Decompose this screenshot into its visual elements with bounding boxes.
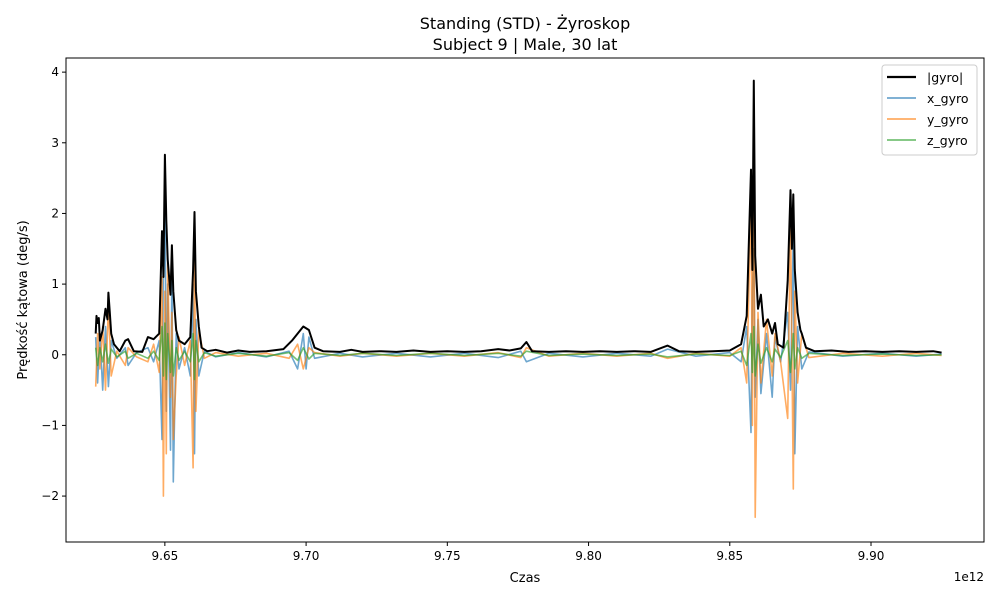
x-axis-ticks: 9.65 9.70 9.75 9.80 9.85 9.90 [152, 542, 885, 563]
x-tick-label: 9.85 [716, 549, 743, 563]
x-axis-offset-label: 1e12 [954, 570, 984, 584]
x-tick-label: 9.75 [434, 549, 461, 563]
y-tick-label: 4 [51, 65, 59, 79]
x-axis-label: Czas [510, 571, 541, 586]
series-line-z-gyro [94, 322, 942, 381]
x-tick-label: 9.70 [293, 549, 320, 563]
y-tick-label: −2 [41, 489, 59, 503]
x-tick-label: 9.90 [858, 549, 885, 563]
x-tick-label: 9.80 [575, 549, 602, 563]
series-line-x-gyro [94, 198, 942, 483]
y-tick-label: 2 [51, 206, 59, 220]
y-tick-label: 3 [51, 136, 59, 150]
plot-series-group [94, 79, 942, 519]
chart-title: Standing (STD) - Żyroskop [420, 14, 630, 33]
plot-frame [65, 57, 985, 543]
y-tick-label: 1 [51, 277, 59, 291]
y-tick-label: 0 [51, 348, 59, 362]
y-axis-label: Prędkość kątowa (deg/s) [16, 220, 31, 379]
legend-entry-label: |gyro| [927, 70, 963, 85]
legend-entry-label: x_gyro [927, 91, 969, 106]
y-tick-label: −1 [41, 418, 59, 432]
legend-entry-label: z_gyro [927, 133, 968, 148]
x-tick-label: 9.65 [152, 549, 179, 563]
legend-entry-label: y_gyro [927, 112, 969, 127]
chart-subtitle: Subject 9 | Male, 30 lat [433, 35, 618, 54]
series-line-gyro [94, 79, 942, 354]
legend: |gyro| x_gyro y_gyro z_gyro [881, 64, 978, 156]
y-axis-ticks: −2 −1 0 1 2 3 4 [41, 65, 66, 503]
legend-box [881, 64, 978, 156]
